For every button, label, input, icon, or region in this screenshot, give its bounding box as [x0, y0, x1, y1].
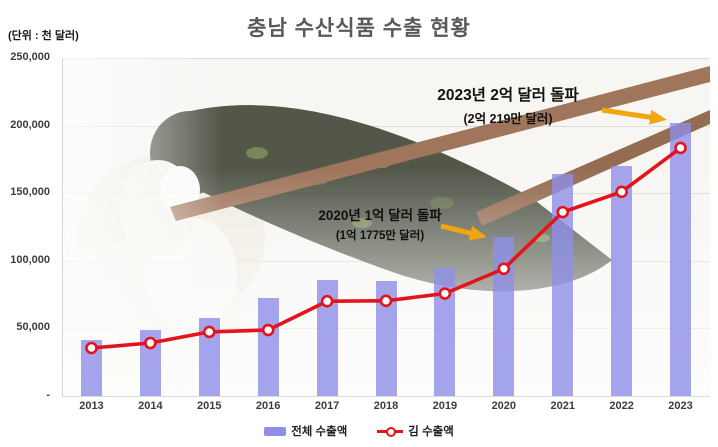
- annotation-2023: 2023년 2억 달러 돌파 (2억 219만 달러): [398, 83, 618, 127]
- x-tick-label: 2020: [491, 400, 517, 412]
- x-tick-label: 2017: [314, 400, 340, 412]
- x-tick-label: 2014: [138, 400, 163, 412]
- bars-layer: [62, 58, 710, 396]
- y-axis-labels: 250,000 200,000 150,000 100,000 50,000 -: [0, 51, 54, 401]
- gridline: [62, 58, 710, 59]
- line-point-2020: [497, 262, 511, 276]
- y-tick-label: -: [46, 389, 50, 401]
- gridline: [62, 396, 710, 397]
- line-point-2016: [261, 323, 275, 337]
- x-axis-labels: 2013 2014 2015 2016 2017 2018 2019 2020 2021 2022…: [62, 400, 710, 416]
- chart-title: 충남 수산식품 수출 현황: [247, 17, 471, 40]
- x-tick-label: 2022: [609, 400, 634, 412]
- annotation-2020: 2020년 1억 달러 돌파 (1억 1775만 달러): [290, 204, 470, 243]
- x-tick-label: 2023: [668, 400, 693, 412]
- line-point-2022: [615, 185, 628, 199]
- line-point-2017: [320, 294, 334, 308]
- x-tick-label: 2016: [255, 400, 281, 412]
- x-tick-label: 2019: [432, 400, 458, 412]
- line-point-2018: [379, 294, 393, 308]
- legend-item-total: 전체 수출액: [264, 423, 347, 439]
- y-tick-label: 50,000: [16, 321, 50, 334]
- x-tick-label: 2013: [79, 400, 104, 412]
- line-point-2019: [438, 287, 452, 300]
- bar-2015: [198, 318, 220, 396]
- line-point-2015: [202, 325, 216, 339]
- legend-label-gim: 김 수출액: [408, 426, 454, 438]
- legend-item-gim: 김 수출액: [377, 423, 454, 439]
- y-tick-label: 100,000: [10, 253, 50, 266]
- line-marker-swatch-icon: [377, 426, 404, 437]
- gim-export-line: [91, 146, 682, 350]
- annotation-2020-subtitle: (1억 1775만 달러): [335, 230, 425, 242]
- legend-label-total: 전체 수출액: [291, 426, 348, 438]
- bar-swatch-icon: [264, 426, 287, 436]
- bar-2018: [375, 280, 397, 396]
- bar-2013: [80, 339, 102, 396]
- annotation-2020-title: 2020년 1억 달러 돌파: [318, 208, 442, 223]
- y-tick-label: 200,000: [10, 118, 50, 131]
- annotation-2023-title: 2023년 2억 달러 돌파: [437, 87, 579, 104]
- bar-2019: [434, 267, 456, 396]
- line-point-2013: [85, 341, 98, 355]
- y-tick-label: 150,000: [10, 186, 50, 199]
- gridline: [62, 125, 710, 127]
- unit-label: (단위 : 천 달러): [8, 30, 79, 42]
- line-point-2014: [144, 336, 157, 350]
- bar-2014: [139, 330, 161, 396]
- legend: 전체 수출액 김 수출액: [0, 423, 718, 439]
- bar-2021: [552, 173, 574, 396]
- line-layer: [85, 141, 687, 355]
- line-point-2023: [674, 141, 687, 155]
- x-tick-label: 2018: [373, 400, 399, 412]
- x-tick-label: 2021: [550, 400, 575, 412]
- line-point-2021: [556, 205, 570, 219]
- annotation-2023-subtitle: (2억 219만 달러): [463, 112, 553, 126]
- y-tick-label: 250,000: [10, 51, 50, 63]
- bar-2020: [493, 236, 515, 396]
- x-tick-label: 2015: [197, 400, 222, 412]
- bar-2017: [316, 280, 338, 396]
- bar-2023: [670, 122, 692, 396]
- plot-area: [62, 58, 710, 397]
- bar-2022: [611, 165, 633, 396]
- bar-2016: [257, 297, 279, 396]
- y-axis-line: [62, 58, 63, 396]
